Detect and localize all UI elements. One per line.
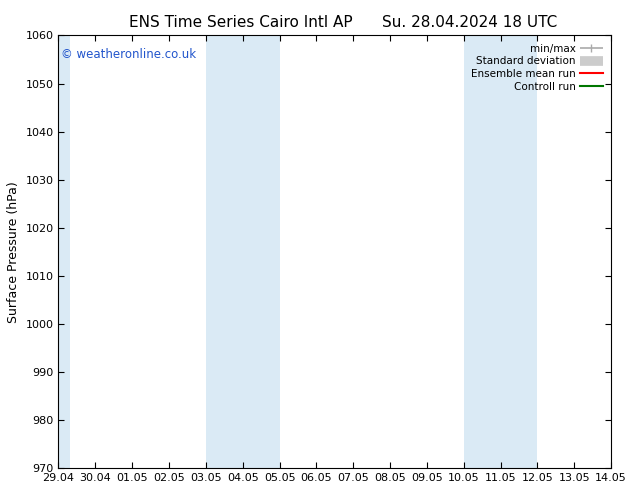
Y-axis label: Surface Pressure (hPa): Surface Pressure (hPa): [7, 181, 20, 323]
Legend: min/max, Standard deviation, Ensemble mean run, Controll run: min/max, Standard deviation, Ensemble me…: [468, 41, 606, 95]
Text: Su. 28.04.2024 18 UTC: Su. 28.04.2024 18 UTC: [382, 15, 557, 30]
Bar: [58, 35, 70, 468]
Bar: [206, 35, 280, 468]
Bar: [464, 35, 538, 468]
Text: © weatheronline.co.uk: © weatheronline.co.uk: [61, 49, 197, 61]
Text: ENS Time Series Cairo Intl AP: ENS Time Series Cairo Intl AP: [129, 15, 353, 30]
